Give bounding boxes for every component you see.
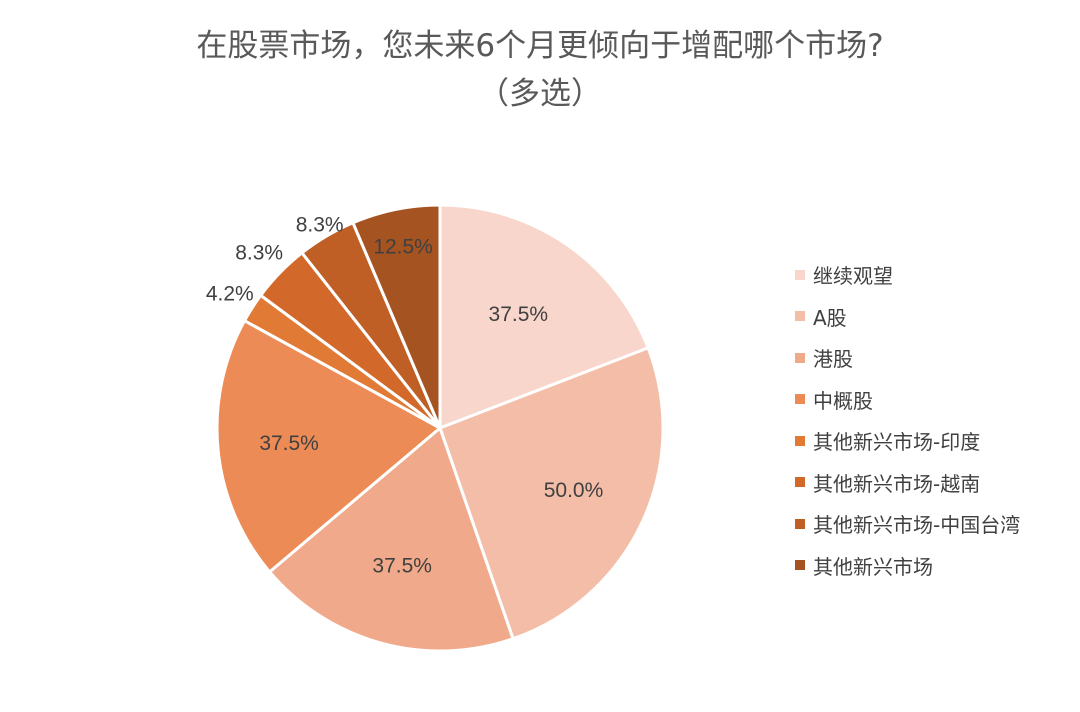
pie-slice — [268, 426, 515, 653]
legend-swatch — [795, 269, 805, 280]
pie-slice — [215, 319, 442, 574]
legend-label: 中概股 — [813, 388, 873, 413]
legend-item: 其他新兴市场 — [795, 545, 1020, 587]
legend-item: 其他新兴市场-越南 — [795, 462, 1020, 504]
slice-data-label: 12.5% — [373, 236, 433, 259]
legend-label: 继续观望 — [813, 264, 893, 289]
legend-label: 其他新兴市场-中国台湾 — [813, 513, 1021, 538]
pie-data-labels: 37.5% 50.0% 37.5% 37.5% 4.2% 8.3% 8.3% 12.5% — [206, 214, 603, 578]
pie-slices — [215, 203, 665, 653]
slice-data-label: 37.5% — [259, 432, 319, 455]
pie-slice — [438, 203, 650, 430]
legend-swatch — [795, 560, 805, 571]
legend-label: 其他新兴市场-越南 — [813, 471, 981, 496]
legend-swatch — [795, 352, 805, 363]
legend-swatch — [795, 518, 805, 529]
chart-legend: 继续观望 A股港股中概股其他新兴市场-印度 其他新兴市场-越南其他新兴市场-中国台湾… — [795, 254, 1020, 586]
legend-item: 港股 — [795, 337, 1020, 379]
slice-data-label: 4.2% — [206, 282, 254, 305]
legend-item: 继续观望 — [795, 254, 1020, 296]
slice-data-label: 37.5% — [489, 303, 549, 326]
chart-title-block: 在股票市场，您未来6个月更倾向于增配哪个市场? （多选） — [0, 22, 1080, 118]
legend-swatch — [795, 311, 805, 322]
legend-label: 港股 — [813, 347, 853, 372]
legend-item: 其他新兴市场-中国台湾 — [795, 503, 1020, 545]
pie-slice — [351, 203, 442, 430]
legend-swatch — [795, 477, 805, 488]
slice-data-label: 8.3% — [296, 214, 344, 237]
legend-label: 其他新兴市场 — [813, 554, 933, 579]
legend-label: 其他新兴市场-印度 — [813, 430, 981, 455]
slice-data-label: 8.3% — [235, 242, 283, 265]
legend-item: 中概股 — [795, 379, 1020, 421]
legend-label: A股 — [813, 305, 847, 330]
slice-data-label: 37.5% — [372, 555, 432, 578]
legend-swatch — [795, 435, 805, 446]
chart-subtitle: （多选） — [478, 76, 602, 112]
legend-item: 其他新兴市场-印度 — [795, 420, 1020, 462]
legend-swatch — [795, 394, 805, 405]
chart-title: 在股票市场，您未来6个月更倾向于增配哪个市场? — [196, 28, 884, 64]
slice-data-label: 50.0% — [544, 479, 604, 502]
pie-slice — [438, 346, 665, 641]
legend-item: A股 — [795, 296, 1020, 338]
